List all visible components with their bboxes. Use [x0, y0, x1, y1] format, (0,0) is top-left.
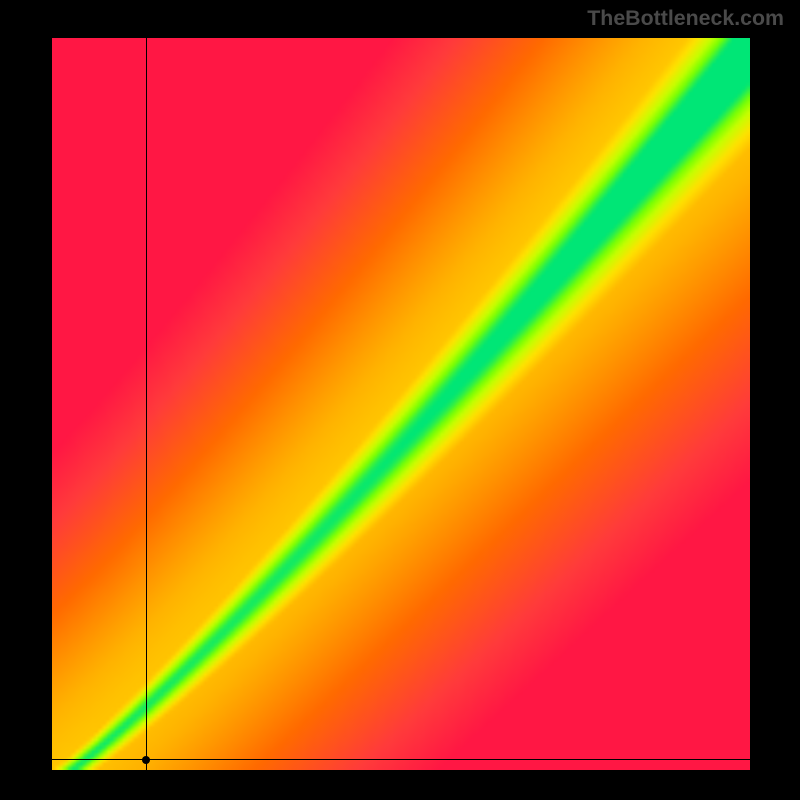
crosshair-vertical — [146, 38, 147, 770]
marker-point — [142, 756, 150, 764]
chart-container: TheBottleneck.com — [0, 0, 800, 800]
crosshair-horizontal — [52, 759, 750, 760]
heatmap-plot — [52, 38, 750, 770]
watermark-text: TheBottleneck.com — [587, 6, 784, 31]
heatmap-canvas — [52, 38, 750, 770]
